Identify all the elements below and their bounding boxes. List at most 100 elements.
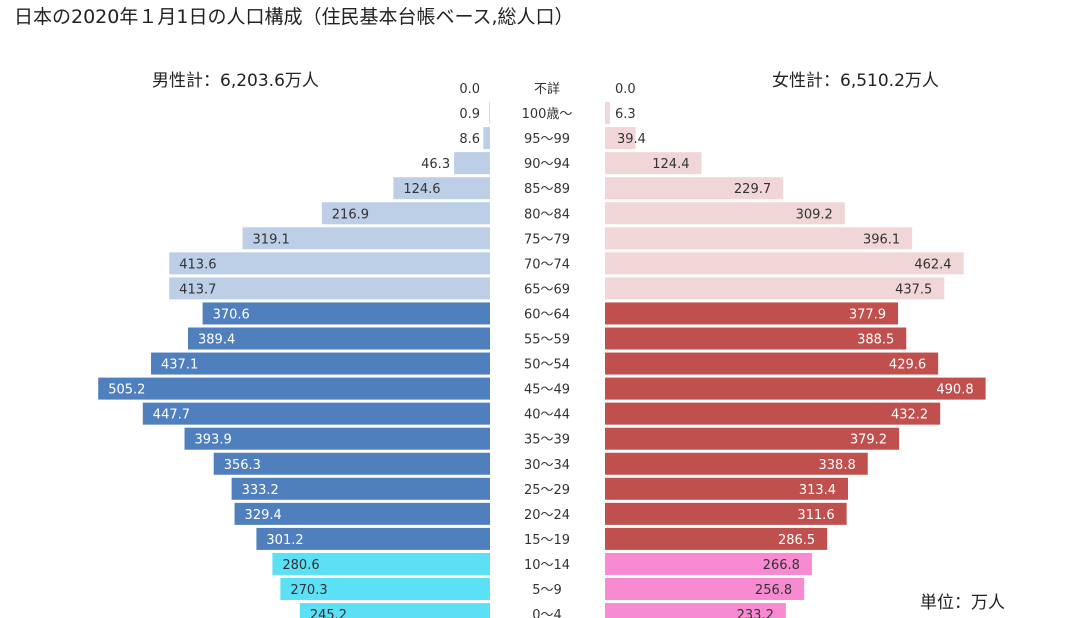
male-value-label: 216.9 (332, 207, 369, 222)
male-value-label: 319.1 (253, 232, 290, 247)
male-value-label: 437.1 (161, 358, 198, 373)
female-bar (605, 302, 899, 325)
male-value-label: 393.9 (195, 433, 232, 448)
male-value-label: 0.9 (459, 107, 480, 122)
female-value-label: 0.0 (615, 82, 636, 97)
age-group-label: 不詳 (534, 81, 560, 97)
female-bar (605, 402, 941, 425)
male-value-label: 8.6 (459, 132, 480, 147)
male-bar (184, 427, 490, 450)
male-value-label: 0.0 (459, 82, 480, 97)
female-value-label: 39.4 (617, 132, 646, 147)
age-group-label: 10～14 (524, 558, 570, 573)
age-group-label: 55～59 (524, 333, 570, 348)
female-bar (605, 277, 945, 300)
female-bar (605, 227, 913, 250)
female-value-label: 286.5 (778, 533, 815, 548)
female-value-label: 338.8 (819, 458, 856, 473)
age-group-label: 70～74 (524, 257, 570, 272)
female-bar (605, 127, 636, 150)
female-value-label: 377.9 (849, 307, 886, 322)
male-bar (299, 603, 490, 618)
female-value-label: 266.8 (763, 558, 800, 573)
male-bar (242, 227, 490, 250)
age-group-label: 5～9 (532, 583, 562, 598)
female-value-label: 437.5 (895, 282, 932, 297)
female-value-label: 256.8 (755, 583, 792, 598)
female-value-label: 490.8 (936, 383, 973, 398)
female-value-label: 311.6 (797, 508, 834, 523)
male-bar (169, 277, 490, 300)
male-bar (483, 127, 490, 150)
female-value-label: 388.5 (857, 333, 894, 348)
male-value-label: 505.2 (108, 383, 145, 398)
age-group-label: 20～24 (524, 508, 570, 523)
age-group-label: 85～89 (524, 182, 570, 197)
female-bar (605, 377, 986, 400)
male-bar (213, 452, 491, 475)
female-bar (605, 452, 868, 475)
male-value-label: 124.6 (403, 182, 440, 197)
female-bar (605, 527, 828, 550)
male-bar (454, 152, 490, 175)
female-bar (605, 552, 812, 575)
female-value-label: 432.2 (891, 408, 928, 423)
age-group-label: 65～69 (524, 282, 570, 297)
male-value-label: 46.3 (421, 157, 450, 172)
chart-title: 日本の2020年１月1日の人口構成（住民基本台帳ベース,総人口） (14, 6, 574, 28)
female-bar (605, 502, 847, 525)
female-value-label: 6.3 (615, 107, 636, 122)
male-bar (142, 402, 490, 425)
male-value-label: 245.2 (310, 608, 347, 618)
female-bar (605, 102, 610, 125)
male-bar (280, 578, 490, 600)
male-bar (98, 377, 490, 400)
age-group-label: 100歳～ (522, 107, 573, 122)
age-group-label: 95～99 (524, 132, 570, 147)
male-value-label: 413.6 (179, 257, 216, 272)
female-value-label: 429.6 (889, 358, 926, 373)
female-bar (605, 427, 900, 450)
female-bar (605, 252, 964, 275)
female-bar (605, 603, 786, 618)
male-value-label: 270.3 (290, 583, 327, 598)
male-total-label: 男性計：6,203.6万人 (152, 71, 319, 91)
age-group-label: 75～79 (524, 232, 570, 247)
male-value-label: 329.4 (245, 508, 282, 523)
female-value-label: 313.4 (799, 483, 836, 498)
age-group-label: 25～29 (524, 483, 570, 498)
female-value-label: 309.2 (796, 207, 833, 222)
male-bar (393, 177, 490, 200)
male-bar (231, 477, 490, 500)
female-value-label: 462.4 (914, 257, 951, 272)
age-group-label: 50～54 (524, 358, 570, 373)
unit-label: 単位：万人 (920, 593, 1005, 613)
female-bar (605, 352, 939, 375)
age-group-label: 90～94 (524, 157, 570, 172)
age-group-label: 30～34 (524, 458, 570, 473)
male-bar (256, 527, 490, 550)
male-bar (321, 202, 490, 225)
age-group-label: 80～84 (524, 207, 570, 222)
female-value-label: 396.1 (863, 232, 900, 247)
male-value-label: 447.7 (153, 408, 190, 423)
age-group-label: 45～49 (524, 383, 570, 398)
female-total-label: 女性計：6,510.2万人 (772, 71, 939, 91)
female-bar (605, 578, 805, 600)
female-value-label: 229.7 (734, 182, 771, 197)
female-bar (605, 477, 849, 500)
male-value-label: 280.6 (282, 558, 319, 573)
female-bar (605, 152, 702, 175)
female-value-label: 124.4 (652, 157, 689, 172)
male-bar (234, 502, 490, 525)
male-bar (202, 302, 490, 325)
male-value-label: 333.2 (242, 483, 279, 498)
female-value-label: 379.2 (850, 433, 887, 448)
age-group-label: 35～39 (524, 433, 570, 448)
male-value-label: 413.7 (179, 282, 216, 297)
male-bar (272, 552, 490, 575)
age-group-label: 40～44 (524, 408, 570, 423)
female-bar (605, 327, 907, 350)
male-bar (169, 252, 490, 275)
